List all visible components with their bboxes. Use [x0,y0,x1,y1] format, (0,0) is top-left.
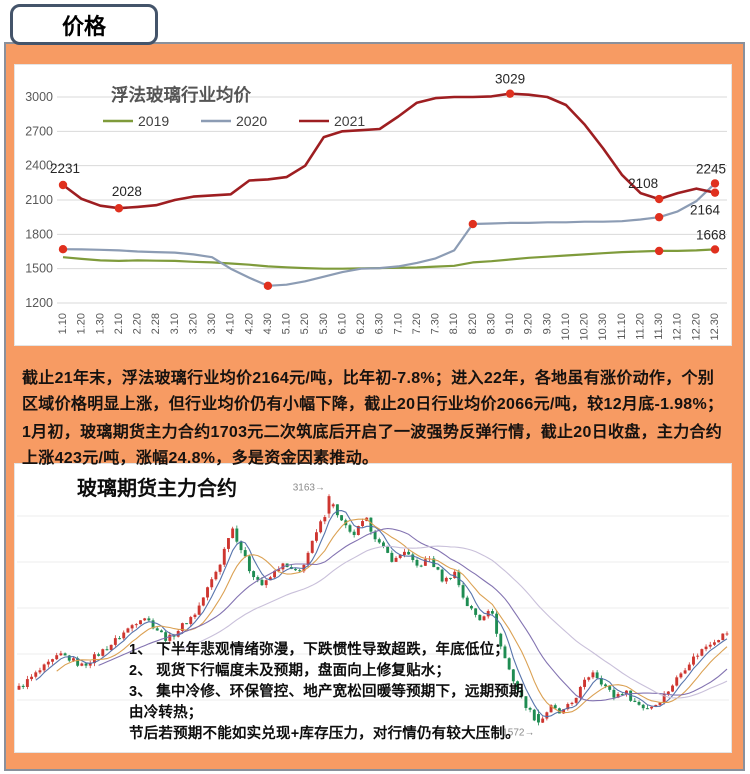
svg-text:2.10: 2.10 [113,313,125,334]
svg-text:4.30: 4.30 [262,313,274,334]
svg-text:7.20: 7.20 [411,313,423,334]
svg-text:6.20: 6.20 [355,313,367,334]
svg-text:2021: 2021 [334,113,365,129]
svg-text:12.10: 12.10 [672,313,684,341]
svg-text:2019: 2019 [138,113,169,129]
svg-text:8.20: 8.20 [467,313,479,334]
futures-note-line: 1、 下半年悲观情绪弥漫，下跌惯性导致超跌，年底低位； [129,642,509,658]
svg-text:5.30: 5.30 [318,313,330,334]
futures-note-line: 2、 现货下行幅度未及预期，盘面向上修复贴水； [129,663,451,679]
svg-text:1500: 1500 [25,262,53,276]
svg-text:7.10: 7.10 [392,313,404,334]
svg-text:8.10: 8.10 [448,313,460,334]
svg-text:1800: 1800 [25,227,53,241]
futures-notes: 1、 下半年悲观情绪弥漫，下跌惯性导致超跌，年底低位； 2、 现货下行幅度未及预… [129,640,531,745]
svg-text:11.10: 11.10 [616,313,628,340]
svg-text:3.20: 3.20 [187,313,199,334]
svg-text:11.30: 11.30 [653,313,665,340]
floatglass-avg-price-chart-panel: 1200 1500 1800 2100 2400 2700 3000 1.10 1.20 1.30… [14,64,732,346]
svg-text:1.30: 1.30 [94,313,106,334]
svg-text:5.10: 5.10 [281,313,293,334]
svg-text:3000: 3000 [25,90,53,104]
floatglass-avg-price-chart: 1200 1500 1800 2100 2400 2700 3000 1.10 1.20 1.30… [25,72,727,341]
svg-text:3163→: 3163→ [293,482,325,493]
svg-text:1200: 1200 [25,296,53,310]
svg-text:4.20: 4.20 [243,313,255,334]
svg-text:2108: 2108 [628,176,658,191]
svg-text:2020: 2020 [236,113,267,129]
svg-text:1.20: 1.20 [76,313,88,334]
svg-text:2.28: 2.28 [150,313,162,334]
svg-text:3029: 3029 [495,72,525,87]
svg-text:6.10: 6.10 [336,313,348,334]
svg-text:9.20: 9.20 [523,313,535,334]
summary-paragraph-futures: 1月初，玻璃期货主力合约1703元二次筑底后开启了一波强势反弹行情，截止20日收… [22,424,723,467]
summary-paragraph-spot: 截止21年末，浮法玻璃行业均价2164元/吨，比年初-7.8%；进入22年，各地… [22,370,724,413]
svg-text:11.20: 11.20 [634,313,646,340]
svg-text:2028: 2028 [112,184,142,199]
futures-note-line: 3、 集中冷修、环保管控、地产宽松回暖等预期下，远期预期由冷转热； [129,684,524,721]
svg-text:6.30: 6.30 [374,313,386,334]
svg-text:5.20: 5.20 [299,313,311,334]
svg-text:1668: 1668 [696,227,726,242]
svg-text:1572→: 1572→ [502,727,534,738]
svg-text:4.10: 4.10 [225,313,237,334]
svg-text:10.30: 10.30 [597,313,609,341]
svg-text:12.30: 12.30 [709,313,721,341]
svg-text:2100: 2100 [25,193,53,207]
svg-text:10.10: 10.10 [560,313,572,341]
svg-text:浮法玻璃行业均价: 浮法玻璃行业均价 [111,85,251,105]
futures-note-line: 节后若预期不能如实兑现+库存压力，对行情仍有较大压制。 [129,726,520,742]
futures-candlestick-chart: 3163→ 1572→ [17,482,729,738]
svg-text:2400: 2400 [25,159,53,173]
svg-text:2700: 2700 [25,124,53,138]
svg-text:3.10: 3.10 [169,313,181,334]
svg-text:3.30: 3.30 [206,313,218,334]
svg-text:12.20: 12.20 [690,313,702,341]
page-title: 价格 [61,13,106,39]
svg-text:2245: 2245 [696,161,726,176]
futures-chart-panel: 3163→ 1572→ 玻璃期货主力合约 1、 下半年悲观情绪弥漫，下跌惯性导致超… [14,463,732,753]
svg-text:2231: 2231 [50,161,80,176]
svg-text:10.20: 10.20 [579,313,591,341]
svg-text:7.30: 7.30 [430,313,442,334]
svg-text:1.10: 1.10 [57,313,69,334]
page-title-tab: 价格 [10,4,158,45]
svg-text:9.10: 9.10 [504,313,516,334]
futures-chart-title: 玻璃期货主力合约 [77,478,237,500]
svg-text:9.30: 9.30 [541,313,553,334]
svg-text:2.20: 2.20 [132,313,144,334]
svg-text:8.30: 8.30 [485,313,497,334]
svg-text:2164: 2164 [690,203,721,218]
